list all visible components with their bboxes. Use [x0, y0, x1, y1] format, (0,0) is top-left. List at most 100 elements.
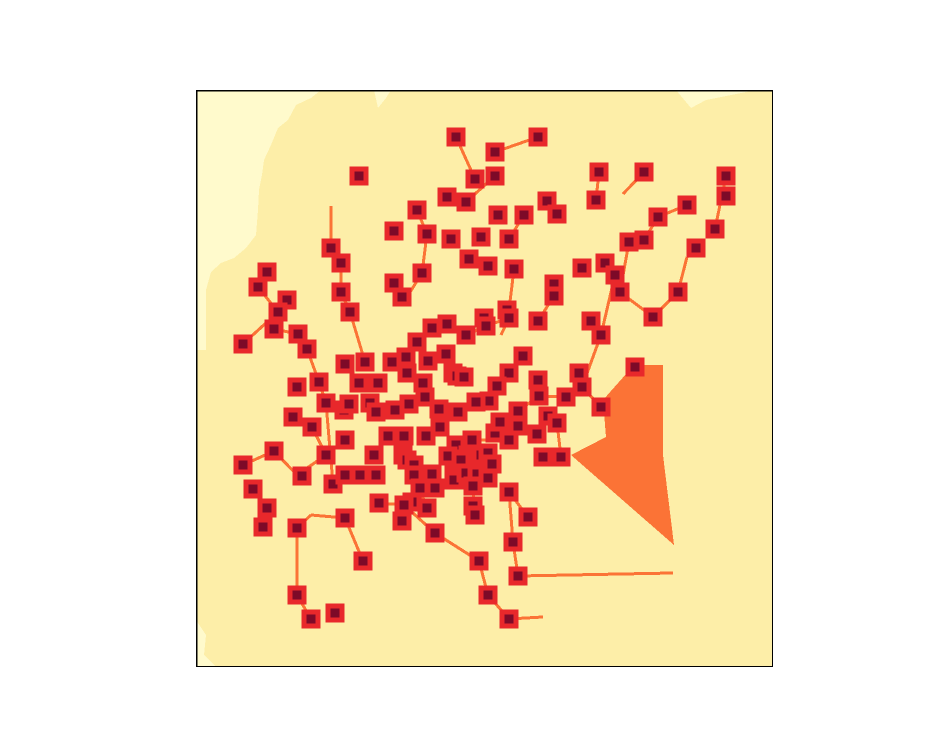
network-node	[499, 229, 519, 249]
node-inner	[420, 392, 430, 402]
node-inner	[721, 191, 731, 201]
network-node	[499, 482, 519, 502]
node-inner	[464, 254, 474, 264]
network-node	[369, 493, 389, 513]
network-node	[648, 207, 668, 227]
node-inner	[360, 357, 370, 367]
network-node	[488, 205, 508, 225]
network-node	[478, 585, 498, 605]
node-inner	[399, 431, 409, 441]
network-node	[436, 344, 456, 364]
node-inner	[435, 422, 445, 432]
network-node	[469, 551, 489, 571]
light-region	[196, 90, 321, 350]
network-node	[504, 259, 524, 279]
network-node	[448, 402, 468, 422]
network-node	[551, 447, 571, 467]
node-inner	[389, 278, 399, 288]
node-inner	[430, 528, 440, 538]
network-node	[716, 186, 736, 206]
node-inner	[340, 435, 350, 445]
network-node	[407, 200, 427, 220]
node-inner	[418, 378, 428, 388]
node-inner	[399, 500, 409, 510]
network-node	[309, 372, 329, 392]
network-node	[407, 332, 427, 352]
network-node	[316, 393, 336, 413]
node-inner	[427, 323, 437, 333]
light-region	[196, 620, 216, 667]
node-inner	[443, 451, 453, 461]
node-inner	[721, 171, 731, 181]
network-node	[287, 518, 307, 538]
network-node	[518, 507, 538, 527]
node-inner	[490, 147, 500, 157]
network-edge	[324, 402, 335, 485]
node-inner	[397, 516, 407, 526]
node-inner	[624, 237, 634, 247]
network-node	[422, 318, 442, 338]
network-node	[264, 319, 284, 339]
network-node	[508, 566, 528, 586]
network-node	[478, 256, 498, 276]
network-node	[392, 287, 412, 307]
network-node	[503, 532, 523, 552]
network-node	[471, 227, 491, 247]
node-inner	[577, 263, 587, 273]
filled-wedge	[571, 365, 674, 545]
node-inner	[238, 339, 248, 349]
node-inner	[451, 132, 461, 142]
node-inner	[401, 352, 411, 362]
node-inner	[487, 459, 497, 469]
network-node	[418, 351, 438, 371]
node-inner	[542, 196, 552, 206]
network-node	[476, 316, 496, 336]
network-node	[339, 394, 359, 414]
network-node	[643, 307, 663, 327]
node-inner	[442, 319, 452, 329]
node-inner	[442, 192, 452, 202]
plot-frame	[196, 90, 773, 667]
network-node	[233, 334, 253, 354]
node-inner	[513, 421, 523, 431]
network-node	[392, 511, 412, 531]
network-node	[716, 166, 736, 186]
node-inner	[306, 614, 316, 624]
node-inner	[434, 404, 444, 414]
node-inner	[495, 417, 505, 427]
network-node	[248, 277, 268, 297]
node-inner	[336, 258, 346, 268]
node-inner	[340, 470, 350, 480]
network-node	[233, 455, 253, 475]
network-node	[353, 551, 373, 571]
network-node	[499, 308, 519, 328]
node-inner	[390, 405, 400, 415]
node-inner	[293, 329, 303, 339]
node-inner	[552, 418, 562, 428]
network-node	[705, 219, 725, 239]
node-inner	[269, 324, 279, 334]
node-inner	[532, 429, 542, 439]
node-inner	[673, 287, 683, 297]
network-node	[547, 413, 567, 433]
node-inner	[615, 287, 625, 297]
node-inner	[586, 316, 596, 326]
node-inner	[262, 503, 272, 513]
network-node	[366, 465, 386, 485]
node-inner	[238, 460, 248, 470]
node-inner	[483, 473, 493, 483]
network-node	[335, 465, 355, 485]
network-node	[605, 265, 625, 285]
filled-wedge-layer	[571, 365, 674, 545]
network-node	[589, 162, 609, 182]
node-inner	[484, 396, 494, 406]
network-node	[529, 386, 549, 406]
node-inner	[369, 450, 379, 460]
node-inner	[258, 522, 268, 532]
node-inner	[513, 571, 523, 581]
network-node	[625, 357, 645, 377]
network-node	[283, 407, 303, 427]
network-node	[514, 205, 534, 225]
node-inner	[639, 167, 649, 177]
node-inner	[459, 372, 469, 382]
